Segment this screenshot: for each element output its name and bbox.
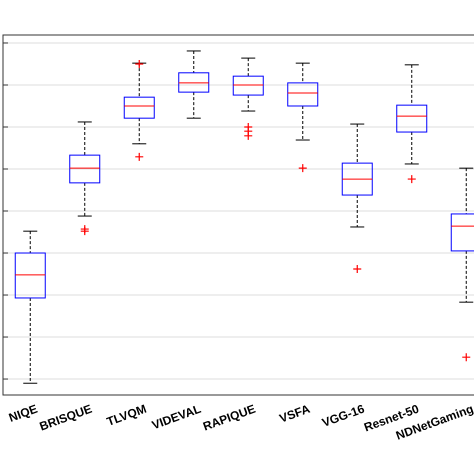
box <box>232 75 264 96</box>
outlier <box>135 59 144 68</box>
box <box>14 252 46 299</box>
outlier <box>298 164 307 173</box>
x-tick-label: TLVQM <box>105 402 148 429</box>
outlier <box>135 152 144 161</box>
outlier <box>244 131 253 140</box>
box <box>450 213 474 252</box>
x-tick-label: NIQE <box>7 402 39 425</box>
box <box>287 82 319 107</box>
outlier <box>407 175 416 184</box>
box <box>123 96 155 119</box>
outlier <box>80 227 89 236</box>
outlier <box>462 353 471 362</box>
plot-frame <box>2 34 474 396</box>
x-tick-label: VSFA <box>278 402 313 426</box>
outlier <box>353 264 362 273</box>
x-tick-label: RAPIQUE <box>201 402 257 434</box>
x-tick-label: BRISQUE <box>38 402 94 434</box>
x-tick-label: VIDEVAL <box>150 402 203 433</box>
x-tick-label: VGG-16 <box>320 402 366 430</box>
box <box>396 104 428 133</box>
box <box>69 154 101 184</box>
